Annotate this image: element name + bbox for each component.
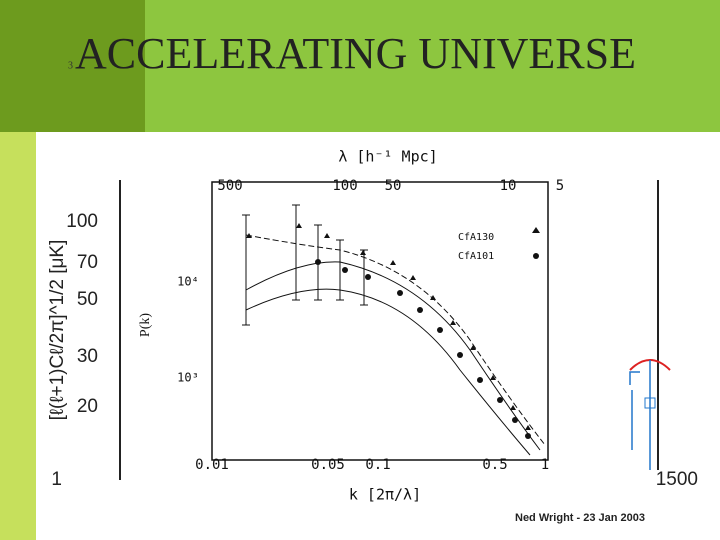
cmb-y-tick: 100 [66, 211, 98, 232]
slide-number: 3 [68, 60, 73, 71]
slide-title: ACCELERATING UNIVERSE [75, 29, 636, 78]
cmb-point [644, 397, 656, 409]
x-tick: 0.01 [195, 457, 229, 473]
legend-entry: CfA101 [458, 251, 494, 262]
y-tick: 10⁴ [177, 275, 199, 289]
top-axis-label: λ [h⁻¹ Mpc] [338, 148, 437, 166]
cmb-y-tick: 50 [77, 289, 98, 310]
pk-curves [245, 234, 546, 456]
x-axis-label: k [2π/λ] [349, 486, 421, 504]
footer: Ned Wright - 23 Jan 2003 [515, 512, 645, 524]
cmb-y-tick: 70 [77, 252, 98, 273]
side-strip [0, 132, 36, 540]
cmb-x-tick: 1 [51, 469, 62, 490]
top-tick: 500 [217, 178, 242, 194]
x-tick: 0.1 [365, 457, 390, 473]
x-tick: 0.05 [311, 457, 345, 473]
cmb-x-tick: 1500 [656, 469, 698, 490]
top-tick: 5 [556, 178, 564, 194]
pk-background [170, 150, 570, 520]
top-tick: 100 [332, 178, 357, 194]
pk-ticks: 500 100 50 10 5 0.01 0.05 0.1 0.5 1 10⁴ … [177, 178, 564, 473]
top-tick: 10 [500, 178, 517, 194]
x-tick: 0.5 [482, 457, 507, 473]
pk-points [246, 223, 531, 439]
cmb-ticks: 100 70 50 30 20 1 1500 [51, 211, 698, 490]
legend-marker [532, 227, 540, 233]
cmb-y-tick: 20 [77, 396, 98, 417]
header-block [0, 0, 145, 132]
pk-frame [211, 181, 549, 461]
y-axis-label: P(k) [138, 313, 153, 337]
legend-entry: CfA130 [458, 232, 494, 243]
cmb-data [629, 360, 651, 470]
cmb-y-tick: 30 [77, 346, 98, 367]
legend-marker [533, 253, 539, 259]
x-tick: 1 [541, 457, 549, 473]
top-tick: 50 [385, 178, 402, 194]
y-tick: 10³ [177, 371, 199, 385]
cmb-axis-label: [ℓ(ℓ+1)Cℓ/2π]^1/2 [μK] [47, 240, 68, 421]
